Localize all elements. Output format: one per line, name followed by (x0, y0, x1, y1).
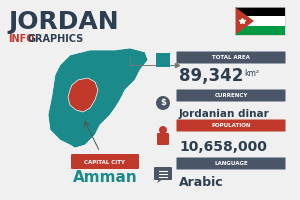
FancyBboxPatch shape (176, 119, 286, 132)
Text: Arabic: Arabic (179, 176, 224, 188)
Text: Amman: Amman (73, 170, 137, 186)
Bar (235, 7, 285, 35)
Text: GRAPHICS: GRAPHICS (27, 34, 83, 44)
Bar (235, 7, 285, 16)
Text: LANGUAGE: LANGUAGE (214, 161, 248, 166)
Polygon shape (235, 7, 254, 35)
Circle shape (159, 126, 167, 134)
Bar (235, 16, 285, 26)
Text: INFO: INFO (8, 34, 34, 44)
FancyBboxPatch shape (156, 53, 170, 67)
Text: 10,658,000: 10,658,000 (179, 140, 267, 154)
Text: CURRENCY: CURRENCY (214, 93, 248, 98)
Text: $: $ (160, 98, 166, 108)
Text: TOTAL AREA: TOTAL AREA (212, 55, 250, 60)
Text: CAPITAL CITY: CAPITAL CITY (85, 160, 125, 164)
FancyBboxPatch shape (157, 133, 169, 145)
Text: JORDAN: JORDAN (8, 10, 118, 34)
FancyBboxPatch shape (154, 167, 172, 180)
Text: POPULATION: POPULATION (211, 123, 251, 128)
Polygon shape (48, 48, 148, 148)
FancyBboxPatch shape (71, 154, 139, 169)
FancyBboxPatch shape (176, 90, 286, 102)
FancyBboxPatch shape (176, 158, 286, 170)
Text: 89,342: 89,342 (179, 67, 243, 85)
Circle shape (156, 96, 170, 110)
FancyBboxPatch shape (176, 51, 286, 64)
Text: km²: km² (244, 68, 259, 77)
Bar (235, 26, 285, 35)
Polygon shape (68, 78, 98, 112)
Text: Jordanian dinar: Jordanian dinar (179, 109, 270, 119)
Polygon shape (157, 179, 163, 183)
